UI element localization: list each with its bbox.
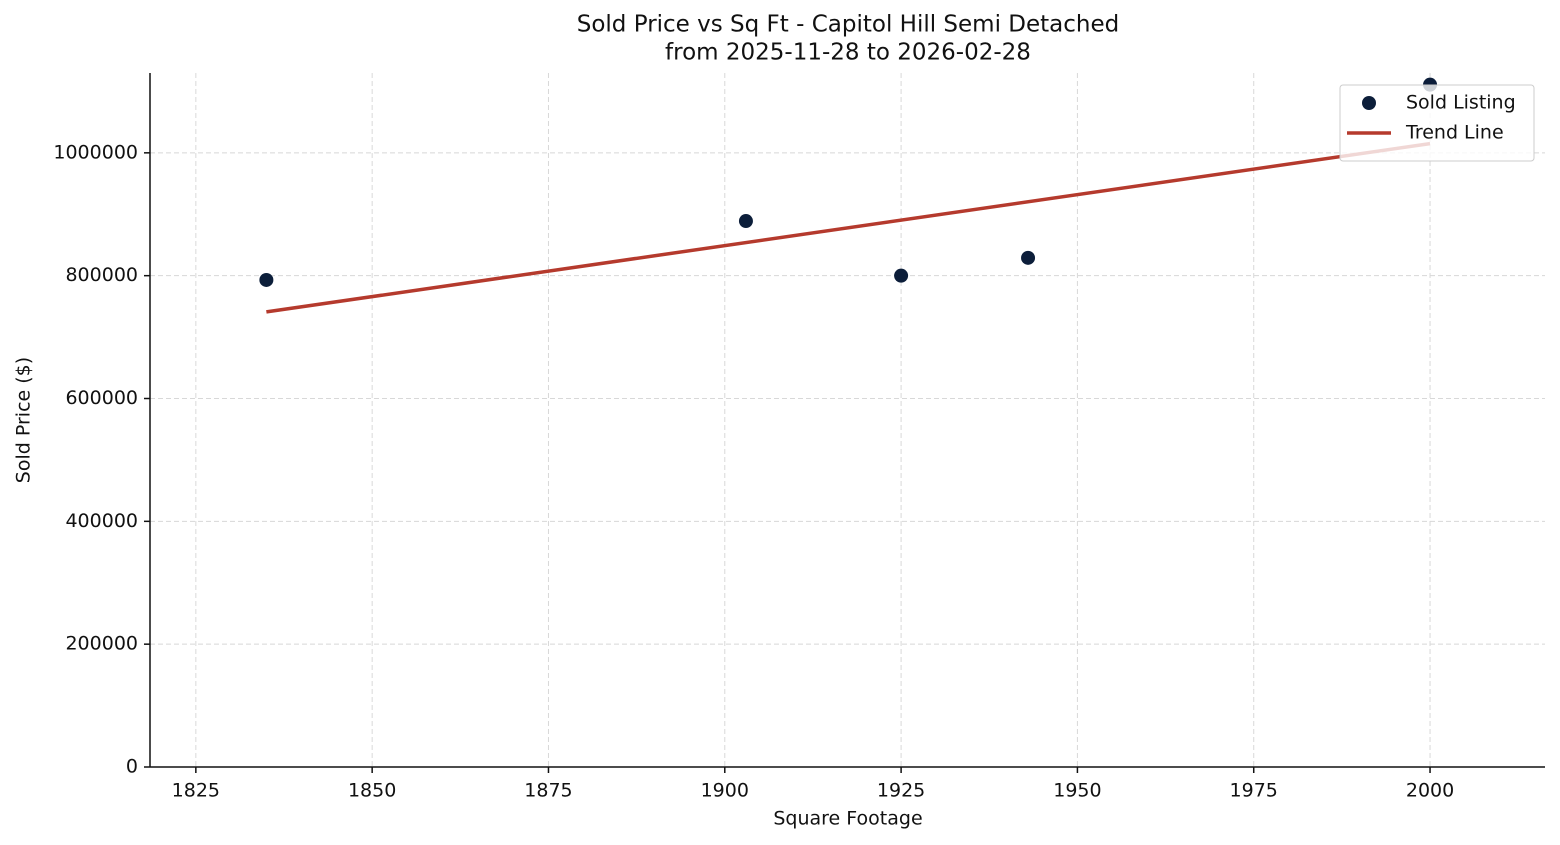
x-tick-label: 2000 (1406, 780, 1454, 802)
y-tick-label: 400000 (65, 510, 138, 532)
legend-label: Trend Line (1405, 122, 1504, 144)
x-axis-label: Square Footage (773, 808, 922, 830)
y-tick-label: 1000000 (53, 141, 138, 163)
legend-label: Sold Listing (1406, 92, 1516, 114)
x-tick-label: 1975 (1230, 780, 1278, 802)
data-point (1021, 250, 1036, 265)
grid (150, 73, 1545, 768)
data-point (738, 214, 753, 229)
data-point (894, 268, 909, 283)
x-tick-label: 1950 (1053, 780, 1101, 802)
legend-marker (1362, 96, 1376, 110)
x-tick-label: 1925 (877, 780, 925, 802)
trend-line (266, 141, 1431, 314)
x-tick-label: 1900 (701, 780, 749, 802)
y-tick-label: 200000 (65, 633, 138, 655)
y-tick-label: 0 (126, 756, 138, 778)
x-tick-label: 1850 (348, 780, 396, 802)
legend: Sold Listing Trend Line (1339, 84, 1535, 162)
x-tick-label: 1875 (524, 780, 572, 802)
x-tick-label: 1825 (172, 780, 220, 802)
legend-box (1339, 84, 1535, 162)
chart-title: Sold Price vs Sq Ft - Capitol Hill Semi … (577, 12, 1120, 38)
y-tick-label: 600000 (65, 387, 138, 409)
y-tick-label: 800000 (65, 264, 138, 286)
plot-area (259, 77, 1438, 314)
chart-subtitle: from 2025-11-28 to 2026-02-28 (665, 40, 1031, 66)
data-point (259, 272, 274, 287)
y-axis-label: Sold Price ($) (13, 357, 35, 483)
